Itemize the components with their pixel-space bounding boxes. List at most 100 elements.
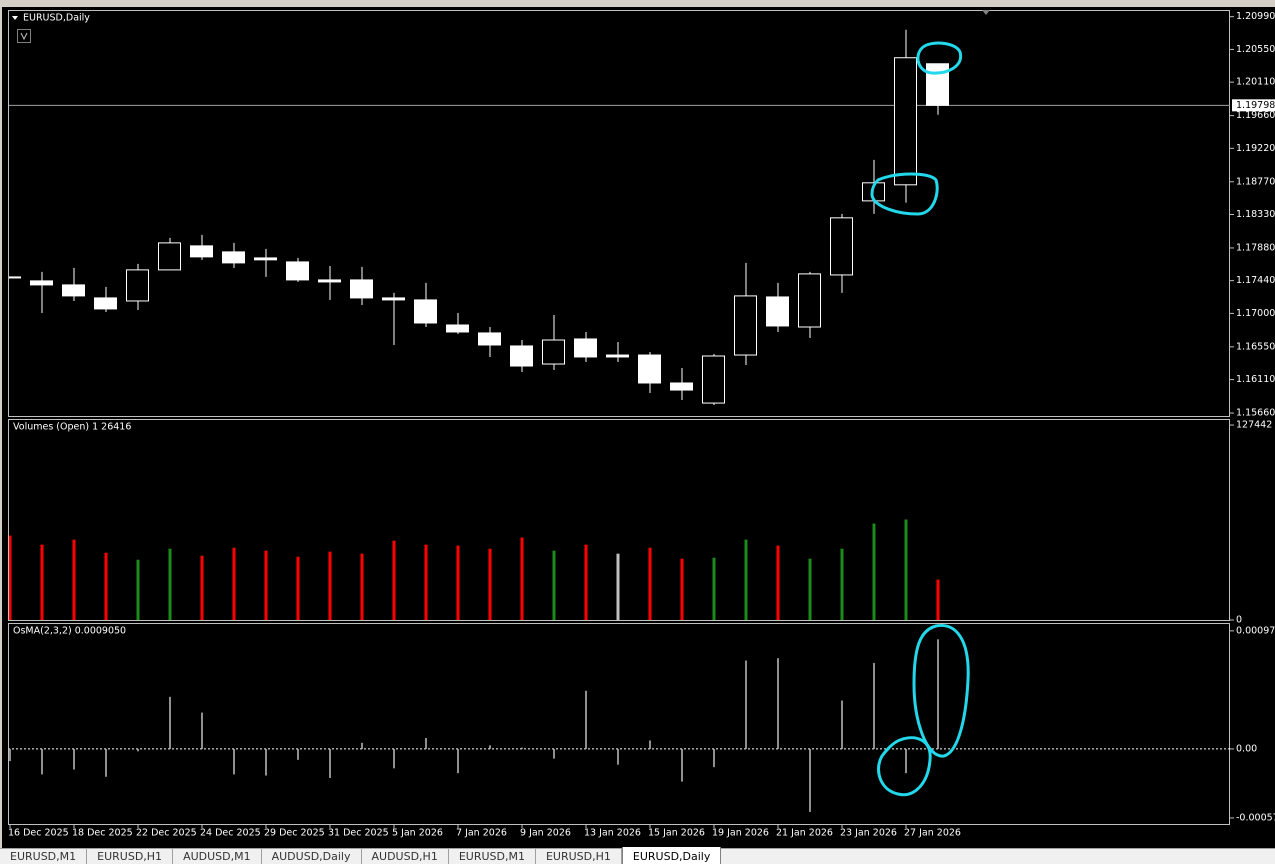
osma-bar [9, 748, 11, 762]
candle-body [638, 354, 661, 384]
current-price-label: 1.19798 [1236, 100, 1275, 111]
current-price-box [1232, 99, 1275, 112]
candle-body [734, 295, 757, 356]
y-tick-label: -0.000570 [1236, 812, 1275, 823]
candle-body [574, 338, 597, 358]
volume-bar [168, 548, 172, 620]
osma-bar [73, 748, 75, 770]
chart-tab[interactable]: EURUSD,Daily [621, 847, 722, 864]
volume-bar [9, 535, 12, 620]
volume-bar [584, 544, 588, 620]
volume-bar [232, 547, 236, 620]
osma-bar [201, 712, 203, 749]
candle-body [318, 279, 341, 283]
osma-bar [457, 748, 459, 774]
candle-body [382, 297, 405, 301]
price-plot [9, 29, 1230, 405]
osma-panel-frame [8, 623, 1230, 825]
candle-body [766, 296, 789, 327]
x-tick-label: 7 Jan 2026 [456, 828, 507, 839]
x-tick-label: 9 Jan 2026 [520, 828, 571, 839]
volume-bar [40, 544, 44, 620]
candle-body [702, 355, 725, 404]
chart-tab[interactable]: AUDUSD,H1 [362, 849, 449, 864]
one-click-toggle[interactable] [17, 29, 31, 43]
osma-bar [553, 748, 555, 759]
annotations [870, 41, 970, 797]
x-tick-label: 31 Dec 2025 [328, 828, 389, 839]
volume-bar [680, 558, 684, 620]
osma-bar [649, 740, 651, 749]
candle-body [510, 345, 533, 367]
x-tick-label: 29 Dec 2025 [264, 828, 325, 839]
volume-bar [456, 545, 460, 620]
volume-bar [488, 548, 492, 620]
volume-bar [936, 579, 940, 620]
chart-tab[interactable]: EURUSD,H1 [87, 849, 174, 864]
x-tick-label: 22 Dec 2025 [136, 828, 197, 839]
shift-marker[interactable] [982, 10, 990, 15]
volume-bar [328, 551, 332, 620]
osma-bar [169, 696, 171, 749]
candle-body [286, 261, 309, 281]
volume-bar [648, 547, 652, 620]
x-tick-label: 23 Jan 2026 [840, 828, 897, 839]
annotation-circle [870, 172, 939, 216]
volume-bar [808, 558, 812, 620]
x-tick-label: 19 Jan 2026 [712, 828, 769, 839]
chart-tab[interactable]: EURUSD,H1 [536, 849, 622, 864]
osma-bar [873, 662, 875, 749]
chart-tab[interactable]: EURUSD,M1 [449, 849, 536, 864]
volume-bar [712, 557, 716, 620]
volume-bar [392, 540, 396, 620]
y-tick-label: 1.17000 [1236, 308, 1275, 319]
x-tick-label: 5 Jan 2026 [392, 828, 443, 839]
one-click-icon [20, 32, 28, 41]
osma-plot [9, 639, 1230, 812]
chart-tab[interactable]: AUDUSD,Daily [262, 849, 362, 864]
axes: EURUSD,Daily 1.20990 1.20550 1.20110 1.19660… [8, 11, 1275, 839]
volume-bar [424, 544, 428, 620]
y-tick-label: 0.000975 [1236, 625, 1275, 636]
candle-body [222, 251, 245, 264]
volume-bar [904, 519, 908, 620]
osma-bar [233, 748, 235, 775]
y-tick-label: 1.18330 [1236, 209, 1275, 220]
y-tick-label: 0.00 [1236, 743, 1257, 754]
osma-bar [521, 747, 523, 749]
volume-bar [136, 559, 140, 620]
candle-body [190, 245, 213, 258]
volume-bar [552, 550, 556, 620]
osma-bar [713, 748, 715, 768]
volume-bar [200, 555, 204, 620]
chart-tab[interactable]: EURUSD,M1 [0, 849, 88, 864]
tab-bar: EURUSD,M1 EURUSD,H1 AUDUSD,M1 AUDUSD,Daily A… [0, 847, 1275, 864]
x-tick-label: 21 Jan 2026 [776, 828, 833, 839]
osma-bar [681, 748, 683, 782]
window-edge [0, 7, 2, 848]
volume-bar [104, 552, 108, 620]
panel-title: EURUSD,Daily [23, 13, 90, 24]
osma-bar [361, 742, 363, 749]
panel-title: OsMA(2,3,2) 0.0009050 [13, 626, 126, 637]
volume-bar [872, 523, 876, 620]
y-tick-label: 1.17440 [1236, 275, 1275, 286]
volume-bar [776, 545, 780, 620]
volume-bar [72, 539, 76, 620]
volume-bar [840, 548, 844, 620]
osma-bar [137, 748, 139, 752]
osma-bar [393, 748, 395, 769]
candle-body [478, 332, 501, 346]
y-tick-label: 1.20550 [1236, 44, 1275, 55]
y-tick-label: 1.16110 [1236, 374, 1275, 385]
osma-bar [489, 745, 491, 749]
x-tick-label: 13 Jan 2026 [584, 828, 641, 839]
candle-body [158, 242, 181, 271]
volume-bar [360, 553, 364, 620]
candle-body [798, 273, 821, 328]
chart-tab[interactable]: AUDUSD,M1 [173, 849, 262, 864]
menu-triangle[interactable] [12, 16, 18, 20]
x-tick-label: 24 Dec 2025 [200, 828, 261, 839]
